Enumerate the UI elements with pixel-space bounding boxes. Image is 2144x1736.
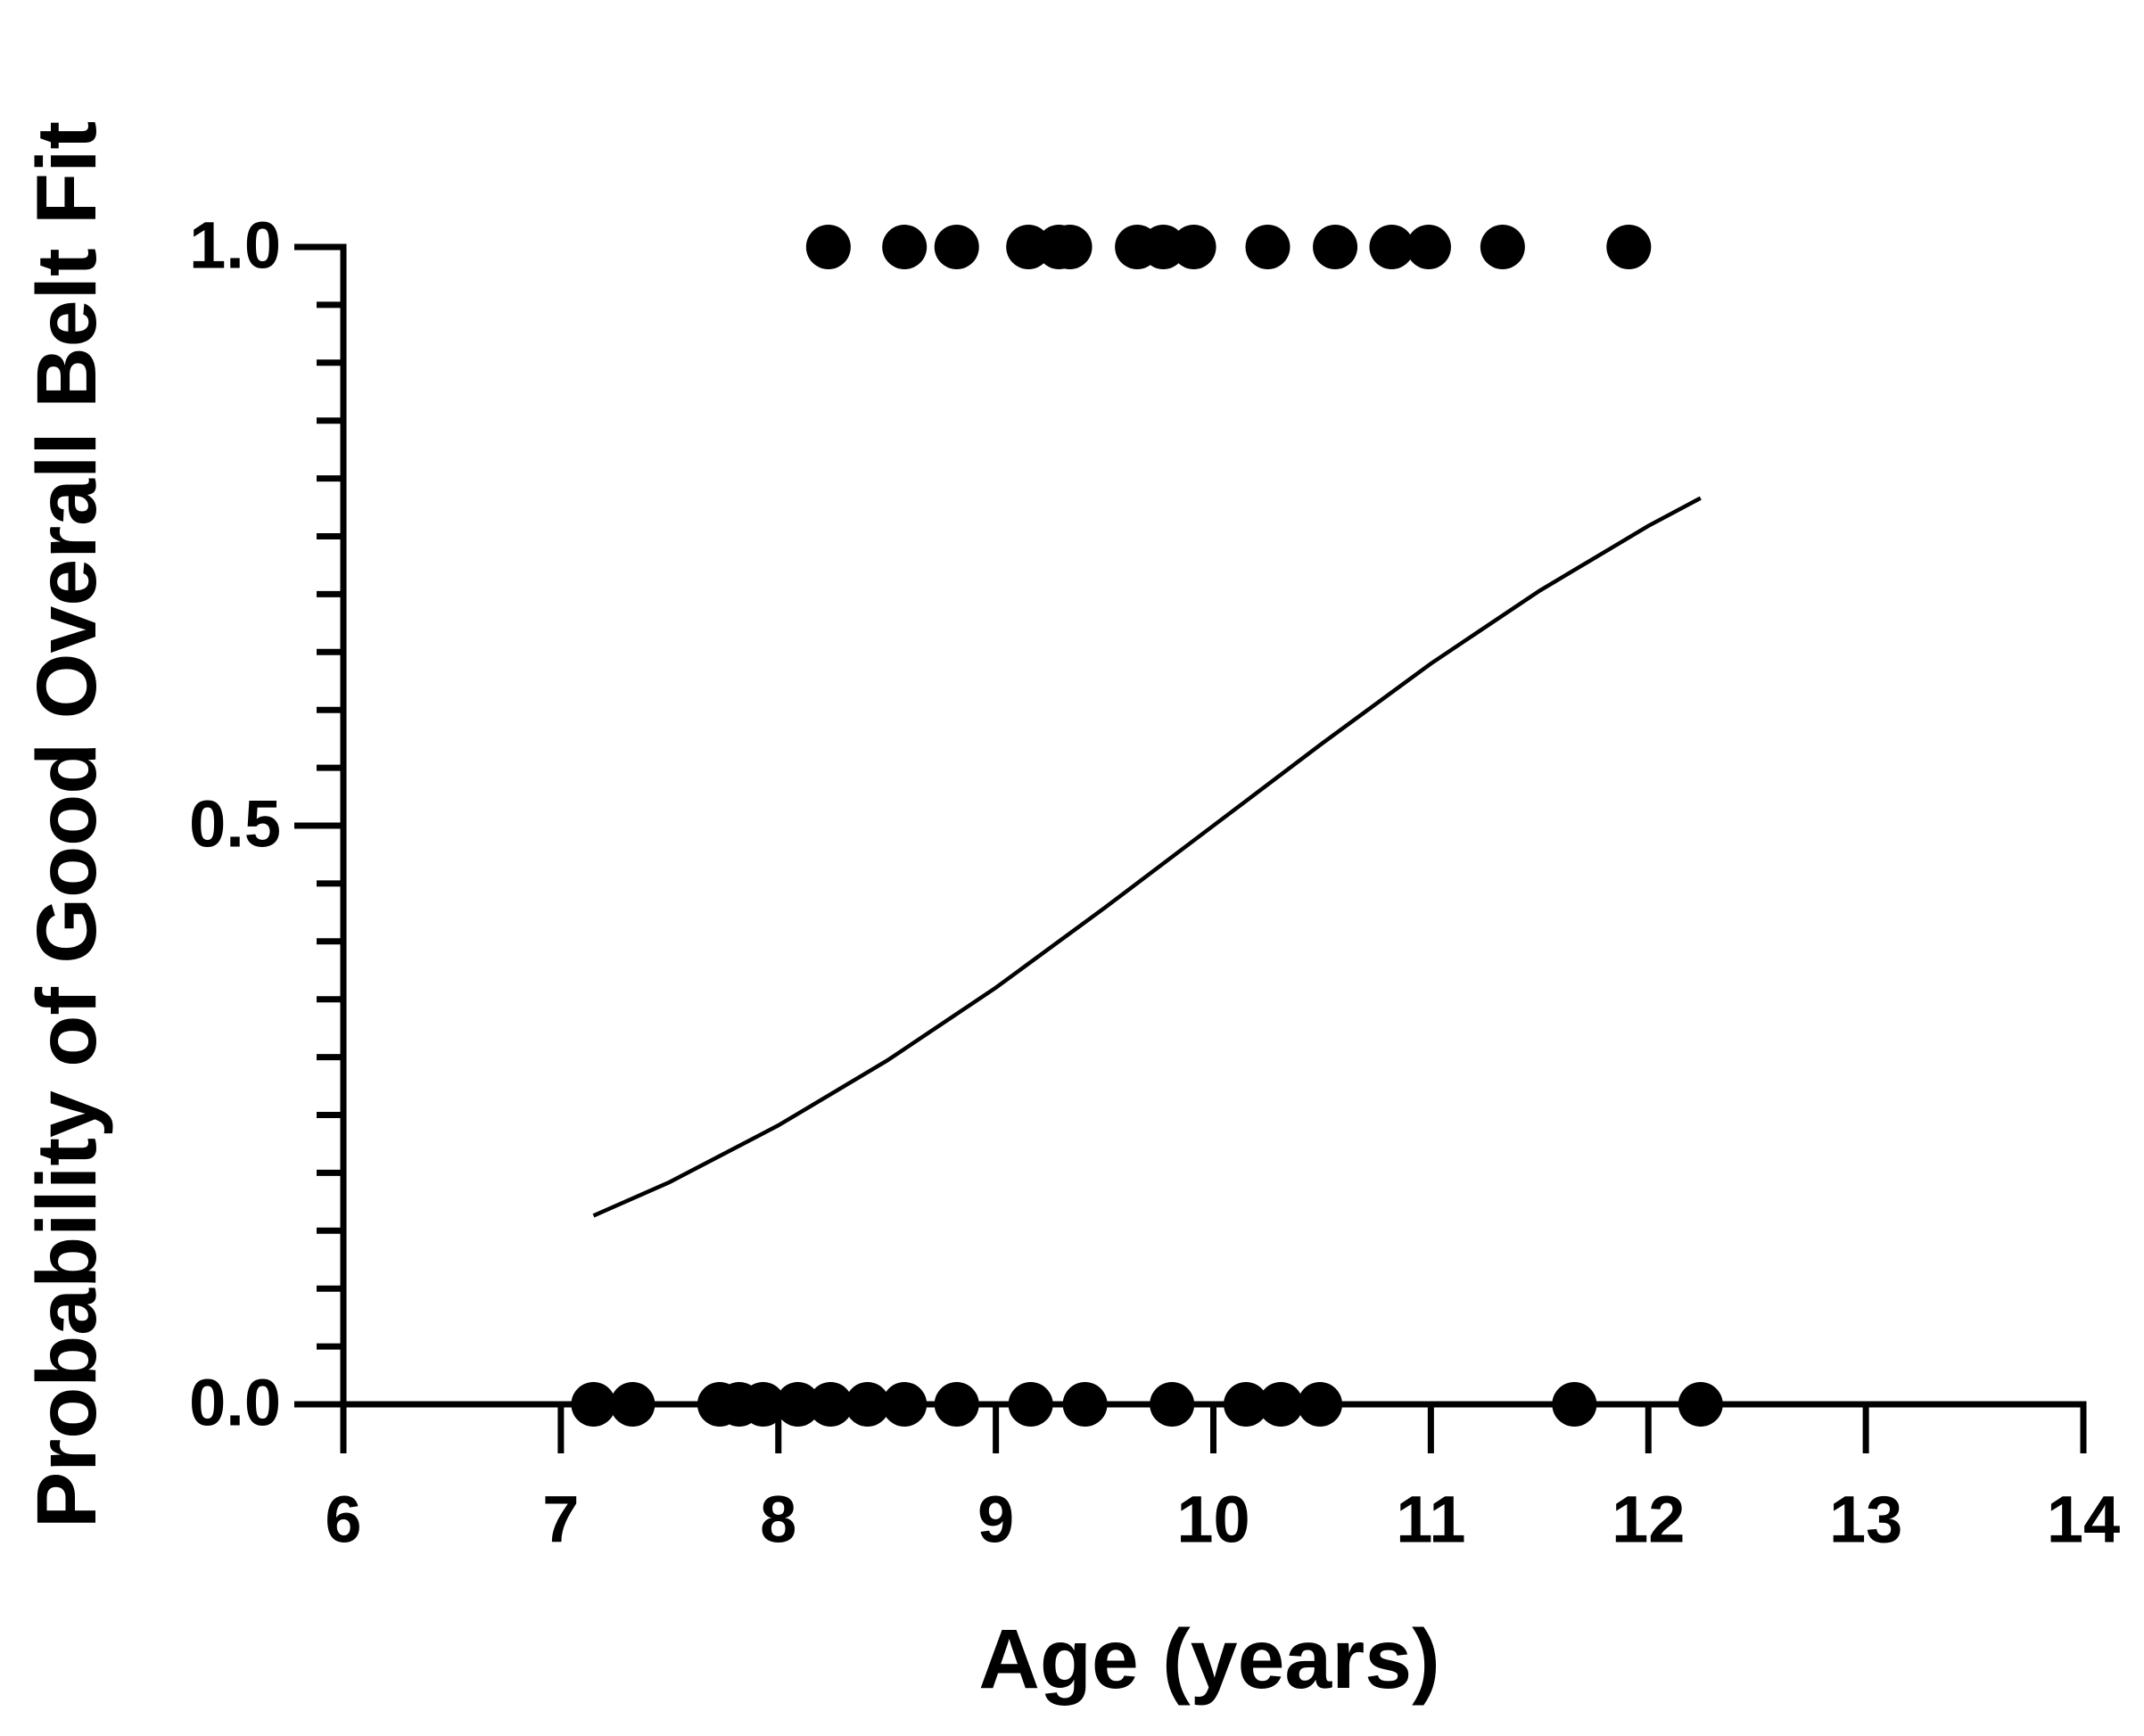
data-point <box>1313 225 1358 269</box>
data-point <box>1224 1382 1269 1427</box>
data-point <box>1297 1382 1342 1427</box>
y-tick-label: 0.5 <box>189 787 281 861</box>
data-point <box>740 1382 786 1427</box>
data-point <box>1606 225 1652 269</box>
y-axis-title: Probability of Good Overall Belt Fit <box>20 121 114 1528</box>
data-point <box>1258 1382 1304 1427</box>
x-axis-title: Age (years) <box>978 1612 1439 1707</box>
x-tick-label: 9 <box>977 1483 1014 1557</box>
x-tick-label: 11 <box>1396 1483 1465 1557</box>
data-point <box>934 1382 979 1427</box>
data-point <box>882 225 928 269</box>
y-tick-label: 0.0 <box>189 1366 281 1440</box>
data-point <box>1406 225 1451 269</box>
data-point <box>1047 225 1093 269</box>
data-point <box>845 1382 890 1427</box>
data-point <box>610 1382 656 1427</box>
data-point <box>1480 225 1525 269</box>
x-tick-label: 12 <box>1612 1483 1685 1557</box>
data-point <box>775 1382 820 1427</box>
data-point <box>1678 1382 1723 1427</box>
data-point <box>1062 1382 1108 1427</box>
x-tick-label: 7 <box>542 1483 579 1557</box>
data-point <box>1171 225 1216 269</box>
data-point <box>934 225 979 269</box>
data-point <box>1552 1382 1597 1427</box>
fit-curve <box>592 496 1702 1218</box>
x-tick-label: 6 <box>325 1483 361 1557</box>
data-point <box>805 225 851 269</box>
data-point <box>1369 225 1414 269</box>
x-tick-label: 10 <box>1176 1483 1249 1557</box>
x-tick-label: 13 <box>1829 1483 1902 1557</box>
data-point <box>882 1382 928 1427</box>
data-point <box>808 1382 853 1427</box>
x-tick-label: 14 <box>2047 1483 2120 1557</box>
y-tick-label: 1.0 <box>189 209 281 283</box>
data-point <box>571 1382 616 1427</box>
data-point <box>1245 225 1291 269</box>
data-point <box>1008 1382 1053 1427</box>
x-tick-label: 8 <box>760 1483 796 1557</box>
data-point <box>1150 1382 1195 1427</box>
